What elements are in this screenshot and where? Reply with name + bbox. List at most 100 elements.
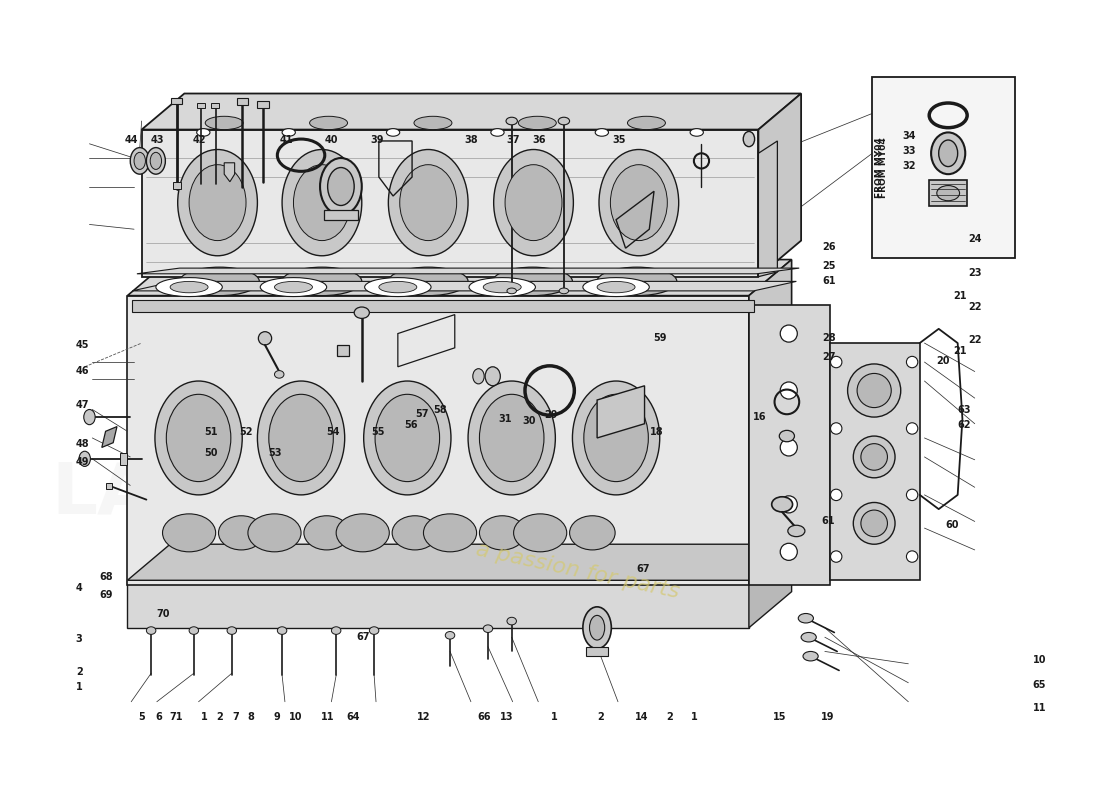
Text: 21: 21 — [954, 291, 967, 301]
Polygon shape — [142, 130, 758, 277]
Ellipse shape — [337, 514, 389, 552]
Ellipse shape — [572, 381, 660, 495]
Ellipse shape — [570, 516, 615, 550]
Ellipse shape — [480, 394, 544, 482]
Text: 15: 15 — [773, 711, 786, 722]
Ellipse shape — [364, 381, 451, 495]
Ellipse shape — [595, 129, 608, 136]
Text: 22: 22 — [968, 302, 981, 312]
Ellipse shape — [130, 148, 150, 174]
Ellipse shape — [830, 422, 842, 434]
Text: 51: 51 — [204, 427, 218, 437]
Ellipse shape — [304, 516, 350, 550]
Text: 46: 46 — [76, 366, 89, 376]
Ellipse shape — [354, 307, 370, 318]
Text: 9: 9 — [273, 711, 279, 722]
Ellipse shape — [857, 374, 891, 407]
Text: 10: 10 — [1033, 654, 1046, 665]
Text: 11: 11 — [1033, 703, 1046, 713]
Text: 1: 1 — [201, 711, 208, 722]
Text: 58: 58 — [433, 405, 448, 415]
Text: 6: 6 — [155, 711, 162, 722]
Polygon shape — [102, 426, 117, 447]
Ellipse shape — [206, 116, 243, 130]
Text: 20: 20 — [937, 355, 950, 366]
Text: 50: 50 — [204, 448, 218, 458]
Ellipse shape — [485, 366, 501, 386]
Ellipse shape — [583, 607, 612, 649]
Polygon shape — [749, 305, 829, 585]
Ellipse shape — [938, 140, 958, 166]
Ellipse shape — [388, 267, 469, 296]
Ellipse shape — [830, 489, 842, 501]
Polygon shape — [758, 141, 778, 277]
Polygon shape — [758, 94, 801, 277]
Text: 33: 33 — [902, 146, 915, 156]
Ellipse shape — [779, 430, 794, 442]
Ellipse shape — [248, 514, 301, 552]
Text: 8: 8 — [246, 711, 254, 722]
Text: 2: 2 — [597, 711, 605, 722]
Ellipse shape — [861, 510, 888, 537]
Bar — [872, 78, 1014, 258]
Bar — [173, 182, 180, 190]
Text: 25: 25 — [822, 261, 835, 270]
Ellipse shape — [277, 626, 287, 634]
Polygon shape — [829, 343, 920, 580]
Text: 31: 31 — [498, 414, 512, 424]
Text: 49: 49 — [76, 458, 89, 467]
Text: 16: 16 — [754, 413, 767, 422]
Text: 67: 67 — [356, 632, 370, 642]
Text: 30: 30 — [522, 416, 536, 426]
Text: 23: 23 — [968, 268, 981, 278]
Ellipse shape — [780, 439, 798, 456]
Ellipse shape — [803, 651, 818, 661]
Text: 27: 27 — [822, 352, 835, 362]
Text: a passion for parts: a passion for parts — [474, 539, 682, 602]
Ellipse shape — [558, 118, 570, 125]
Ellipse shape — [469, 278, 536, 297]
Text: 62: 62 — [958, 420, 971, 430]
Ellipse shape — [189, 165, 246, 241]
Ellipse shape — [189, 626, 199, 634]
Ellipse shape — [610, 165, 668, 241]
Ellipse shape — [830, 356, 842, 368]
Ellipse shape — [559, 288, 569, 294]
Ellipse shape — [780, 382, 798, 399]
Ellipse shape — [494, 150, 573, 256]
Ellipse shape — [370, 626, 378, 634]
Text: 59: 59 — [652, 333, 667, 342]
Text: 2: 2 — [217, 711, 223, 722]
Ellipse shape — [491, 129, 504, 136]
Ellipse shape — [597, 267, 676, 296]
Ellipse shape — [480, 516, 525, 550]
Text: 65: 65 — [1033, 681, 1046, 690]
Ellipse shape — [473, 369, 484, 384]
Ellipse shape — [801, 633, 816, 642]
Ellipse shape — [584, 394, 648, 482]
Text: 44: 44 — [124, 135, 139, 146]
Ellipse shape — [146, 148, 165, 174]
Text: 26: 26 — [822, 242, 835, 252]
Text: 34: 34 — [902, 131, 915, 141]
Text: 53: 53 — [268, 448, 283, 458]
Ellipse shape — [414, 116, 452, 130]
Text: 63: 63 — [958, 405, 971, 415]
Text: 39: 39 — [370, 135, 384, 146]
Text: 18: 18 — [650, 427, 663, 437]
Ellipse shape — [282, 129, 296, 136]
Ellipse shape — [931, 133, 966, 174]
Text: 43: 43 — [151, 135, 164, 146]
Text: FROM MY04: FROM MY04 — [879, 137, 888, 198]
Ellipse shape — [197, 129, 210, 136]
Ellipse shape — [744, 131, 755, 146]
Bar — [930, 180, 967, 206]
Text: 35: 35 — [612, 135, 626, 146]
Polygon shape — [136, 268, 800, 274]
Text: 2: 2 — [76, 666, 82, 677]
Ellipse shape — [690, 129, 703, 136]
Ellipse shape — [780, 543, 798, 560]
Polygon shape — [224, 162, 234, 182]
Bar — [236, 98, 248, 105]
Ellipse shape — [505, 165, 562, 241]
